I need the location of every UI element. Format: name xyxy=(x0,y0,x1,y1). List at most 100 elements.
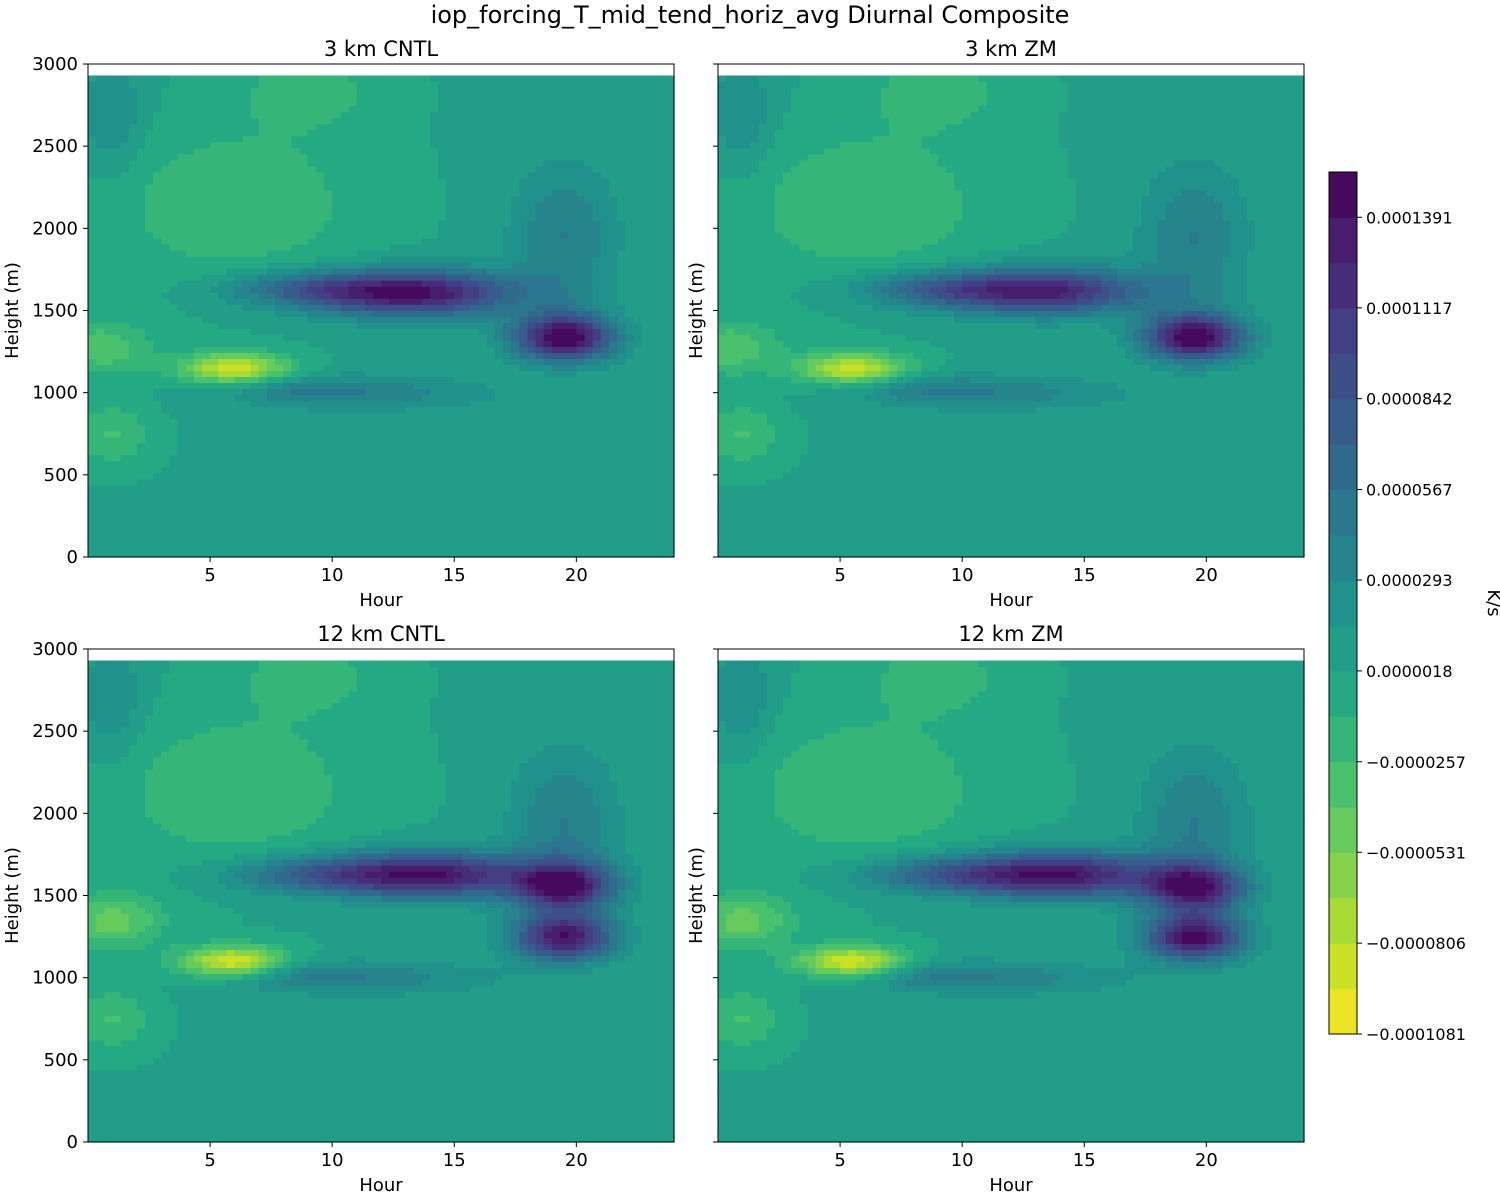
heatmap-cell xyxy=(511,352,520,359)
heatmap-cell xyxy=(153,346,195,353)
heatmap-cell xyxy=(324,768,447,776)
heatmap-cell xyxy=(307,274,325,281)
heatmap-cell xyxy=(307,714,431,722)
heatmap-cell xyxy=(88,720,97,728)
heatmap-cell xyxy=(921,895,971,902)
heatmap-cell xyxy=(872,352,890,359)
heatmap-cell xyxy=(592,955,610,963)
heatmap-cell xyxy=(880,961,890,969)
heatmap-cell xyxy=(718,135,727,143)
heatmap-cell xyxy=(332,786,447,794)
heatmap-cell xyxy=(625,322,643,329)
heatmap-cell xyxy=(88,810,146,818)
heatmap-cell xyxy=(364,304,455,311)
heatmap-cell xyxy=(592,274,618,281)
heatmap-cell xyxy=(1263,352,1305,359)
heatmap-cell xyxy=(864,853,898,860)
heatmap-cell xyxy=(1247,286,1305,293)
heatmap-cell xyxy=(1133,829,1159,836)
heatmap-cell xyxy=(185,949,195,957)
heatmap-cell xyxy=(718,159,760,167)
heatmap-cell xyxy=(201,370,219,378)
heatmap-cell xyxy=(144,213,333,221)
heatmap-cell xyxy=(1116,334,1126,341)
heatmap-cell xyxy=(88,714,130,722)
heatmap-cell xyxy=(88,105,138,113)
heatmap-cell xyxy=(750,141,776,149)
heatmap-cell xyxy=(153,696,252,704)
heatmap-cell xyxy=(986,666,1069,674)
heatmap-cell xyxy=(446,280,463,287)
heatmap-cell xyxy=(543,195,586,203)
heatmap-cell xyxy=(807,967,817,975)
heatmap-cell xyxy=(1230,859,1248,866)
heatmap-cell xyxy=(1181,943,1207,950)
heatmap-cell xyxy=(1165,919,1175,926)
y-tick-label: 500 xyxy=(44,1050,78,1071)
heatmap-cell xyxy=(774,961,792,969)
heatmap-cell xyxy=(718,985,800,993)
heatmap-cell xyxy=(242,280,260,287)
heatmap-cell xyxy=(291,720,431,728)
heatmap-cell xyxy=(1271,925,1305,932)
heatmap-cell xyxy=(1157,250,1232,257)
heatmap-cell xyxy=(494,955,520,963)
heatmap-cell xyxy=(888,708,947,716)
heatmap-cell xyxy=(429,129,675,137)
heatmap-cell xyxy=(144,925,162,932)
heatmap-cell xyxy=(88,889,97,896)
heatmap-cell xyxy=(128,81,170,89)
heatmap-cell xyxy=(88,847,268,854)
heatmap-cell xyxy=(1116,280,1142,287)
heatmap-cell xyxy=(1067,99,1305,107)
heatmap-cell xyxy=(128,666,170,674)
heatmap-cell xyxy=(718,123,760,131)
heatmap-cell xyxy=(153,340,309,347)
heatmap-cell xyxy=(1198,823,1232,830)
heatmap-cell xyxy=(291,967,301,975)
heatmap-cell xyxy=(519,346,529,353)
heatmap-cell xyxy=(994,310,1093,317)
heatmap-cell xyxy=(1255,925,1273,932)
heatmap-cell xyxy=(921,370,955,378)
heatmap-cell xyxy=(791,466,1305,474)
heatmap-cell xyxy=(1133,919,1142,926)
heatmap-cell xyxy=(1230,937,1240,944)
heatmap-cell xyxy=(177,304,244,311)
heatmap-cell xyxy=(291,352,333,359)
heatmap-cell xyxy=(96,141,122,149)
heatmap-cell xyxy=(921,388,996,396)
heatmap-cell xyxy=(551,949,577,957)
heatmap-cell xyxy=(1214,847,1232,854)
heatmap-cell xyxy=(535,346,545,353)
heatmap-cell xyxy=(128,129,146,137)
heatmap-cell xyxy=(1149,352,1167,359)
heatmap-cell xyxy=(1230,865,1240,872)
heatmap-cell xyxy=(543,322,553,329)
heatmap-cell xyxy=(970,298,996,305)
heatmap-cell xyxy=(364,955,496,963)
heatmap-cell xyxy=(1067,810,1134,818)
heatmap-cell xyxy=(633,352,675,359)
heatmap-cell xyxy=(470,304,496,311)
heatmap-cell xyxy=(799,298,857,305)
heatmap-cell xyxy=(527,328,537,335)
heatmap-cell xyxy=(783,967,809,975)
heatmap-cell xyxy=(1116,943,1134,950)
heatmap-cell xyxy=(799,286,849,293)
heatmap-cell xyxy=(511,931,520,938)
heatmap-cell xyxy=(226,268,268,275)
heatmap-cell xyxy=(758,322,857,329)
heatmap-cell xyxy=(766,117,784,125)
heatmap-cell xyxy=(429,286,447,293)
colorbar-swatch xyxy=(1329,308,1357,354)
heatmap-cell xyxy=(486,292,504,299)
heatmap-cell xyxy=(218,358,252,365)
heatmap-cell xyxy=(718,919,727,926)
heatmap-cell xyxy=(291,244,390,251)
heatmap-cell xyxy=(1247,334,1256,341)
heatmap-cell xyxy=(144,424,179,432)
heatmap-cell xyxy=(1230,334,1240,341)
heatmap-cell xyxy=(791,1051,1305,1059)
heatmap-cell xyxy=(799,877,849,884)
